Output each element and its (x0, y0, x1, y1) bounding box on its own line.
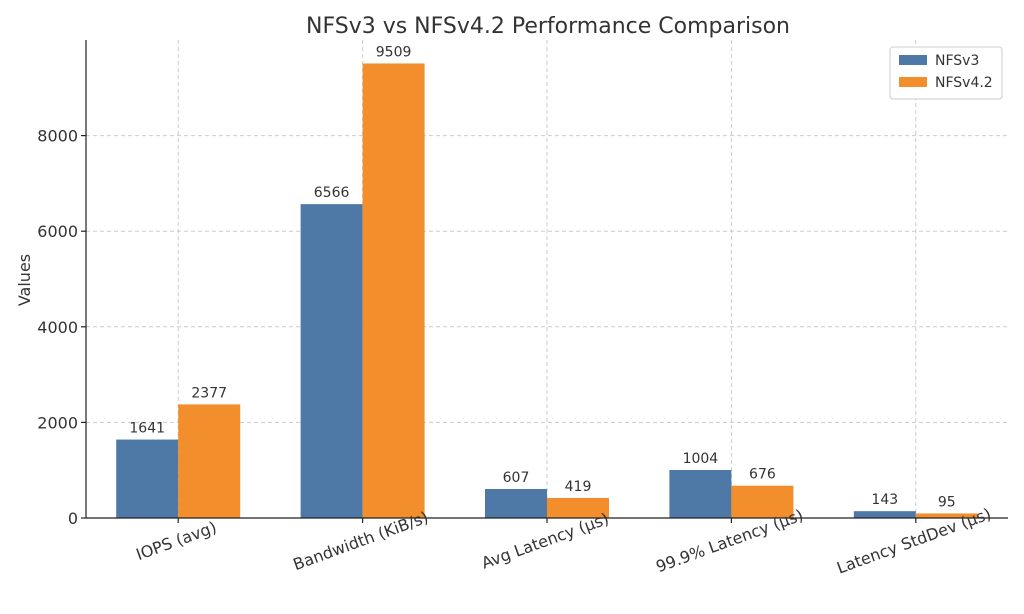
legend-swatch (899, 77, 927, 87)
x-tick-label: IOPS (avg) (134, 518, 220, 565)
legend-label: NFSv3 (935, 53, 979, 69)
y-tick-label: 8000 (37, 127, 78, 146)
bar-nfsv3-3 (485, 488, 547, 518)
bars (116, 63, 978, 519)
bar-nfsv4-2-1 (178, 404, 241, 518)
legend: NFSv3 NFSv4.2 (889, 46, 1003, 100)
legend-label: NFSv4.2 (935, 75, 993, 91)
bar-nfsv3-1 (116, 439, 179, 518)
data-label: 95 (938, 494, 956, 510)
data-label: 9509 (376, 44, 412, 60)
y-tick-label: 6000 (37, 222, 78, 241)
y-tick-label: 0 (68, 509, 78, 528)
data-label: 419 (565, 479, 592, 495)
y-tick-label: 4000 (37, 318, 78, 337)
bar-nfsv3-2 (300, 204, 363, 518)
bar-nfsv4-2-4 (731, 485, 794, 518)
y-axis-label: Values (15, 254, 34, 306)
bar-nfsv4-2-3 (547, 497, 609, 518)
data-label: 1641 (129, 421, 165, 437)
data-label: 1004 (683, 451, 719, 467)
bar-nfsv3-5 (853, 511, 916, 518)
bar-nfsv3-4 (669, 470, 732, 518)
bar-nfsv4-2-5 (915, 513, 978, 518)
y-tick-label: 2000 (37, 413, 78, 432)
bar-nfsv4-2-2 (362, 63, 425, 519)
data-label: 607 (503, 470, 530, 486)
data-label: 6566 (314, 185, 350, 201)
data-label: 143 (871, 492, 898, 508)
data-labels: 1641 2377 6566 9509 607 419 1004 676 143 95 (129, 44, 955, 510)
data-label: 676 (749, 467, 776, 483)
chart-title: NFSv3 vs NFSv4.2 Performance Comparison (306, 14, 790, 39)
legend-swatch (899, 55, 927, 65)
axes (81, 40, 1008, 523)
data-label: 2377 (191, 385, 227, 401)
